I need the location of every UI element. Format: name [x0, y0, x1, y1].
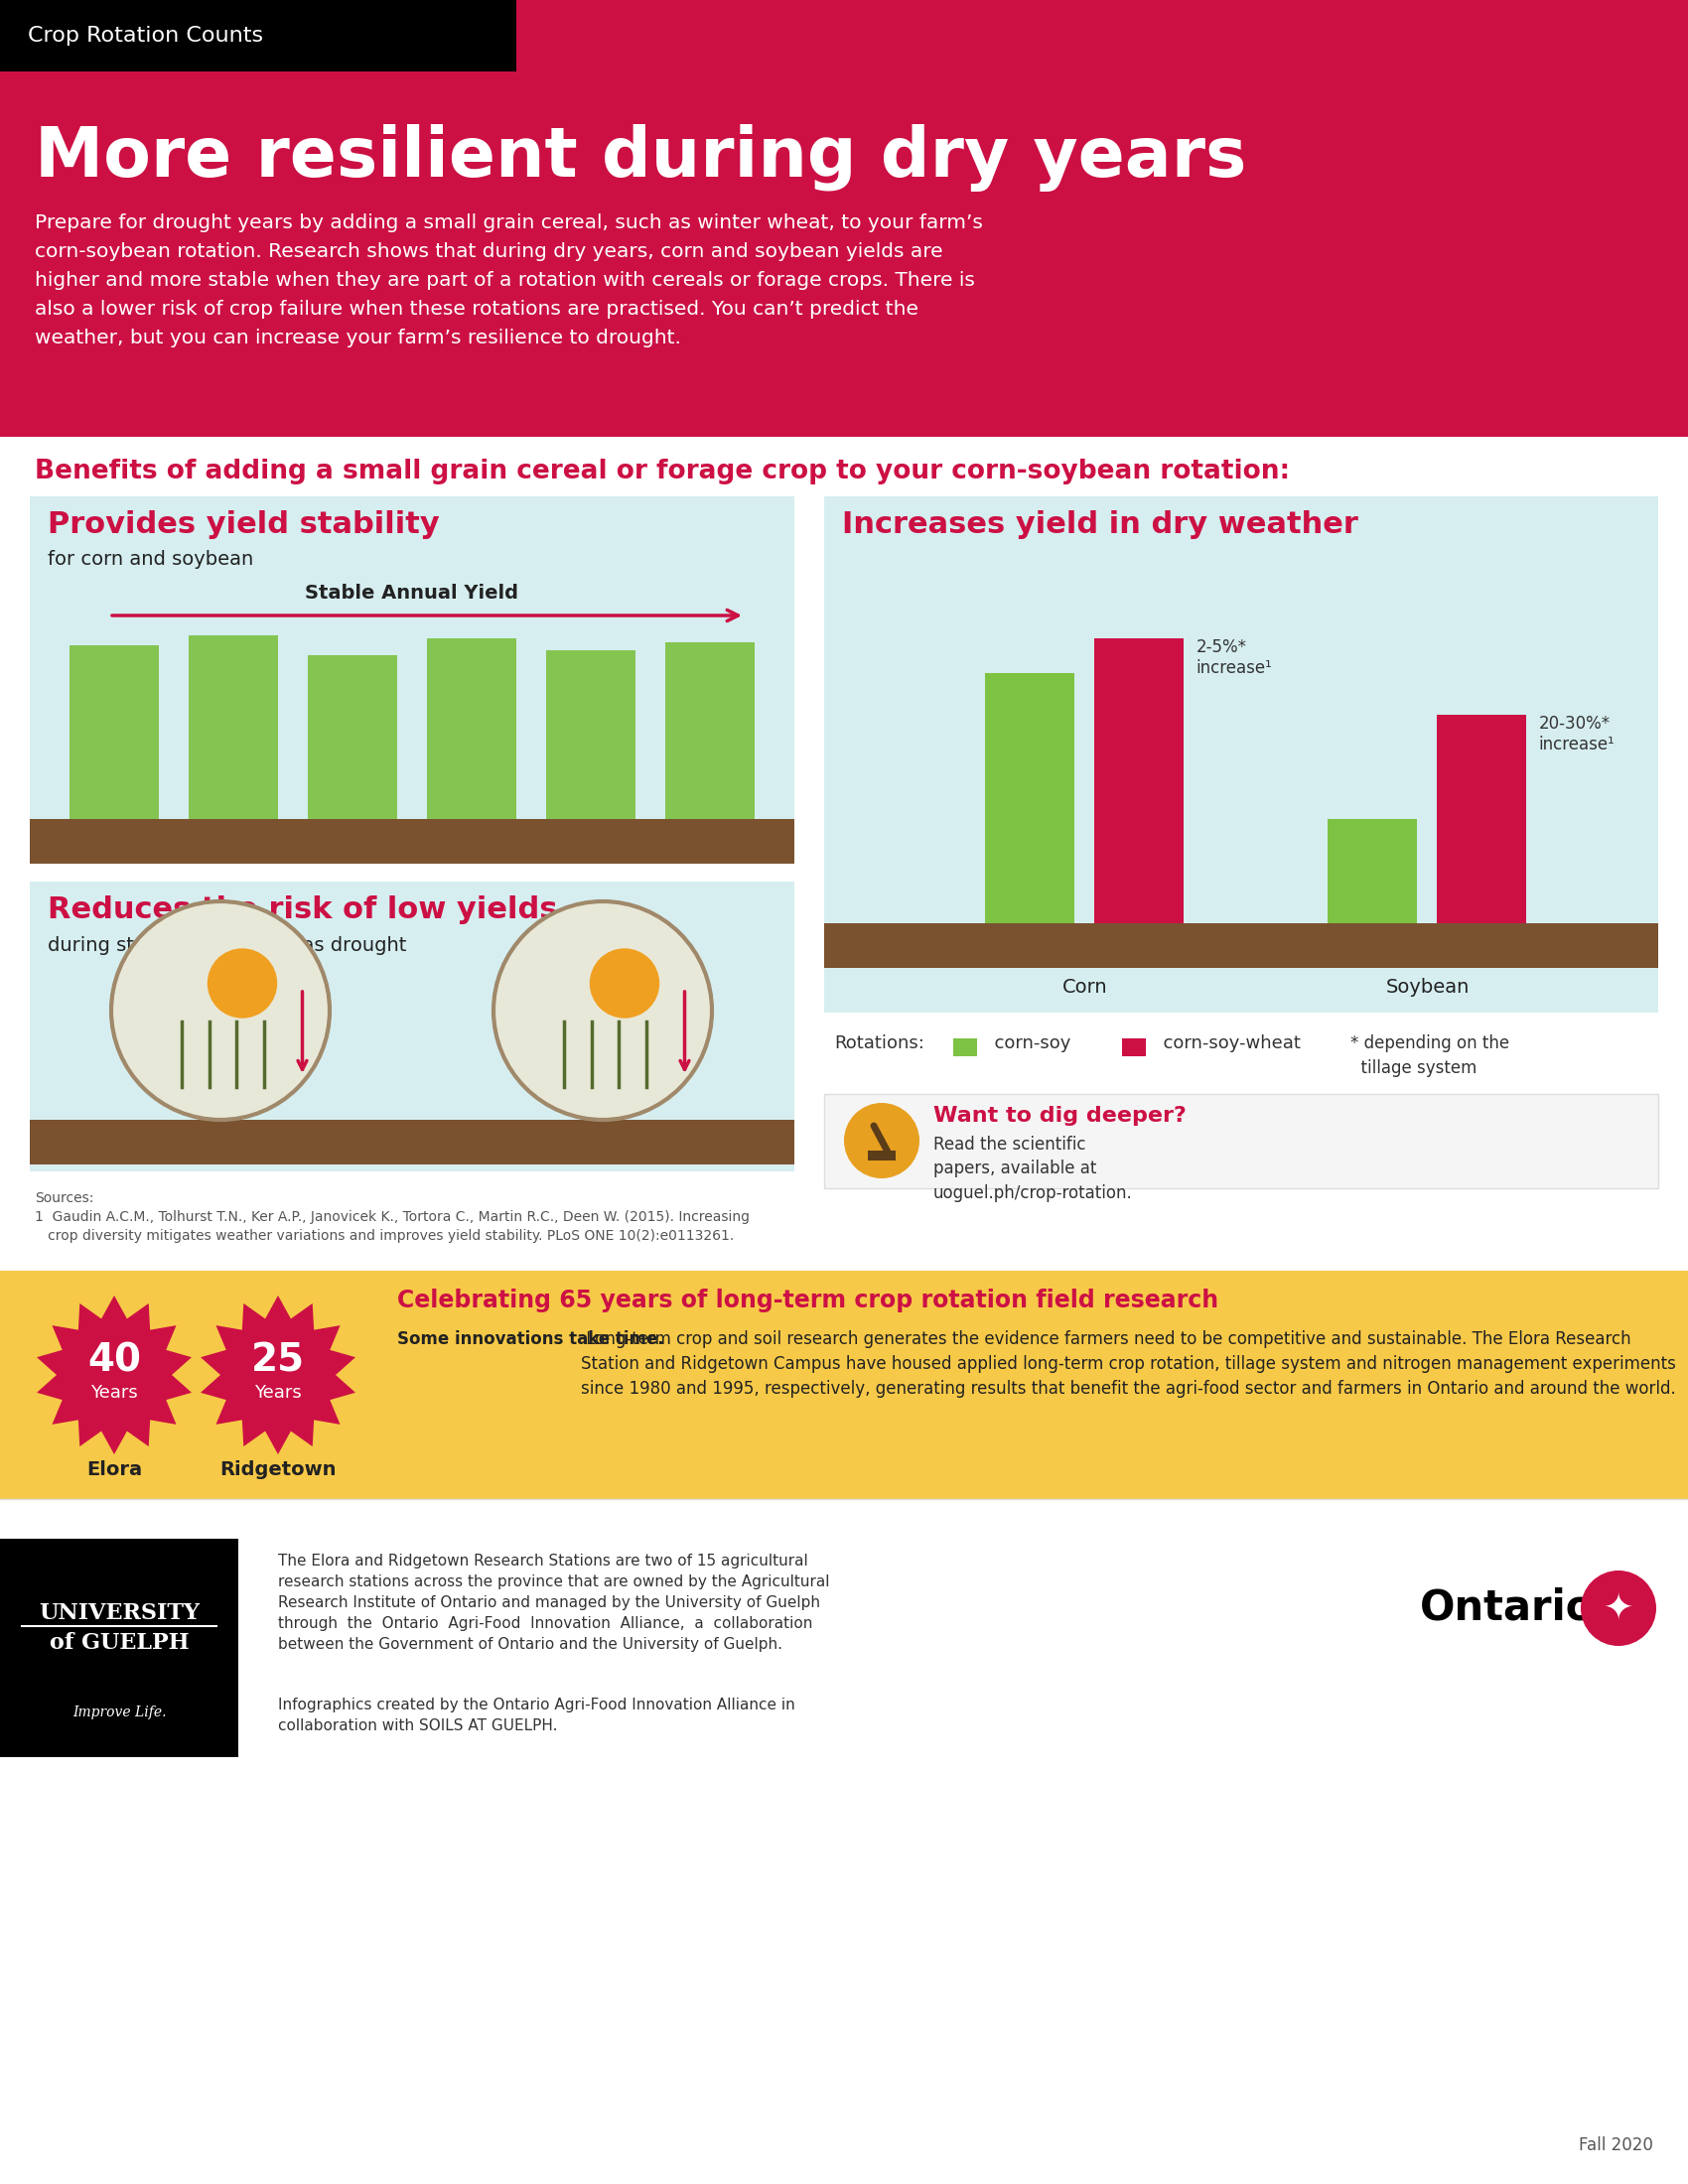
Text: Celebrating 65 years of long-term crop rotation field research: Celebrating 65 years of long-term crop r… — [397, 1289, 1219, 1313]
Text: 20-30%*
increase¹: 20-30%* increase¹ — [1538, 714, 1615, 753]
Text: higher and more stable when they are part of a rotation with cereals or forage c: higher and more stable when they are par… — [35, 271, 976, 290]
Text: for corn and soybean: for corn and soybean — [47, 550, 253, 568]
Bar — [189, 636, 279, 819]
Bar — [69, 644, 159, 819]
Bar — [547, 651, 635, 819]
Text: corn-soy: corn-soy — [982, 1035, 1070, 1053]
Text: Improve Life.: Improve Life. — [73, 1706, 165, 1719]
Text: Corn: Corn — [1062, 978, 1107, 996]
Bar — [0, 1540, 238, 1758]
FancyArrowPatch shape — [299, 992, 307, 1070]
Text: weather, but you can increase your farm’s resilience to drought.: weather, but you can increase your farm’… — [35, 328, 680, 347]
Bar — [1123, 1037, 1146, 1057]
Text: 25: 25 — [252, 1341, 306, 1378]
Bar — [30, 496, 795, 863]
Text: Long-term crop and soil research generates the evidence farmers need to be compe: Long-term crop and soil research generat… — [581, 1330, 1676, 1398]
Bar — [665, 642, 755, 819]
Text: Rotations:: Rotations: — [834, 1035, 925, 1053]
Bar — [0, 1498, 1688, 2184]
Circle shape — [208, 948, 277, 1018]
Bar — [824, 1094, 1658, 1188]
Bar — [0, 0, 1688, 437]
Text: Elora: Elora — [86, 1459, 142, 1479]
Bar — [30, 819, 795, 863]
Text: Provides yield stability: Provides yield stability — [47, 511, 439, 539]
Text: Years: Years — [91, 1385, 138, 1402]
Text: of GUELPH: of GUELPH — [49, 1631, 189, 1653]
Text: Some innovations take time.: Some innovations take time. — [397, 1330, 663, 1348]
Text: Increases yield in dry weather: Increases yield in dry weather — [842, 511, 1359, 539]
Circle shape — [493, 902, 712, 1120]
Text: corn-soybean rotation. Research shows that during dry years, corn and soybean yi: corn-soybean rotation. Research shows th… — [35, 242, 944, 262]
FancyArrowPatch shape — [111, 609, 738, 620]
Text: The Elora and Ridgetown Research Stations are two of 15 agricultural
research st: The Elora and Ridgetown Research Station… — [279, 1553, 829, 1651]
Text: during stress events such as drought: during stress events such as drought — [47, 937, 407, 954]
Text: Read the scientific
papers, available at
uoguel.ph/crop-rotation.: Read the scientific papers, available at… — [933, 1136, 1133, 1201]
Text: Fall 2020: Fall 2020 — [1578, 2136, 1653, 2153]
Bar — [30, 1120, 795, 1164]
Bar — [868, 1151, 896, 1160]
Text: Sources:
1  Gaudin A.C.M., Tolhurst T.N., Ker A.P., Janovicek K., Tortora C., Ma: Sources: 1 Gaudin A.C.M., Tolhurst T.N.,… — [35, 1190, 749, 1243]
Text: 40: 40 — [88, 1341, 142, 1378]
Bar — [30, 882, 795, 1171]
Bar — [954, 1037, 977, 1057]
Text: Prepare for drought years by adding a small grain cereal, such as winter wheat, : Prepare for drought years by adding a sm… — [35, 214, 982, 232]
Text: Ontario: Ontario — [1420, 1588, 1595, 1629]
Text: UNIVERSITY: UNIVERSITY — [39, 1603, 199, 1625]
Bar — [1096, 638, 1183, 924]
Circle shape — [844, 1103, 920, 1179]
Text: More resilient during dry years: More resilient during dry years — [35, 124, 1246, 192]
Text: Reduces the risk of low yields: Reduces the risk of low yields — [47, 895, 557, 924]
Text: Stable Annual Yield: Stable Annual Yield — [306, 583, 518, 603]
FancyArrowPatch shape — [680, 992, 689, 1070]
Bar — [0, 0, 517, 72]
Text: Soybean: Soybean — [1386, 978, 1469, 996]
Text: Crop Rotation Counts: Crop Rotation Counts — [27, 26, 263, 46]
Text: Ridgetown: Ridgetown — [219, 1459, 336, 1479]
Text: corn-soy-wheat: corn-soy-wheat — [1151, 1035, 1301, 1053]
Text: Corn: Corn — [197, 1142, 243, 1160]
Bar — [1328, 819, 1418, 924]
Bar — [1436, 714, 1526, 924]
Text: Benefits of adding a small grain cereal or forage crop to your corn-soybean rota: Benefits of adding a small grain cereal … — [35, 459, 1290, 485]
Text: also a lower risk of crop failure when these rotations are practised. You can’t : also a lower risk of crop failure when t… — [35, 299, 918, 319]
Bar — [986, 673, 1075, 924]
Bar — [0, 437, 1688, 1271]
Text: Soybean: Soybean — [560, 1142, 645, 1160]
Text: Want to dig deeper?: Want to dig deeper? — [933, 1105, 1187, 1125]
Bar — [427, 638, 517, 819]
Text: 2-5%*
increase¹: 2-5%* increase¹ — [1197, 638, 1273, 677]
Bar — [824, 496, 1658, 1013]
Bar — [0, 1271, 1688, 1498]
Polygon shape — [201, 1295, 356, 1455]
Text: Infographics created by the Ontario Agri-Food Innovation Alliance in
collaborati: Infographics created by the Ontario Agri… — [279, 1697, 795, 1734]
Bar — [824, 924, 1658, 968]
Text: * depending on the
  tillage system: * depending on the tillage system — [1350, 1035, 1509, 1077]
Bar — [307, 655, 397, 819]
Text: ✦: ✦ — [1604, 1592, 1634, 1625]
Circle shape — [111, 902, 329, 1120]
Polygon shape — [37, 1295, 192, 1455]
Text: Years: Years — [255, 1385, 302, 1402]
Circle shape — [1580, 1570, 1656, 1647]
Circle shape — [589, 948, 660, 1018]
